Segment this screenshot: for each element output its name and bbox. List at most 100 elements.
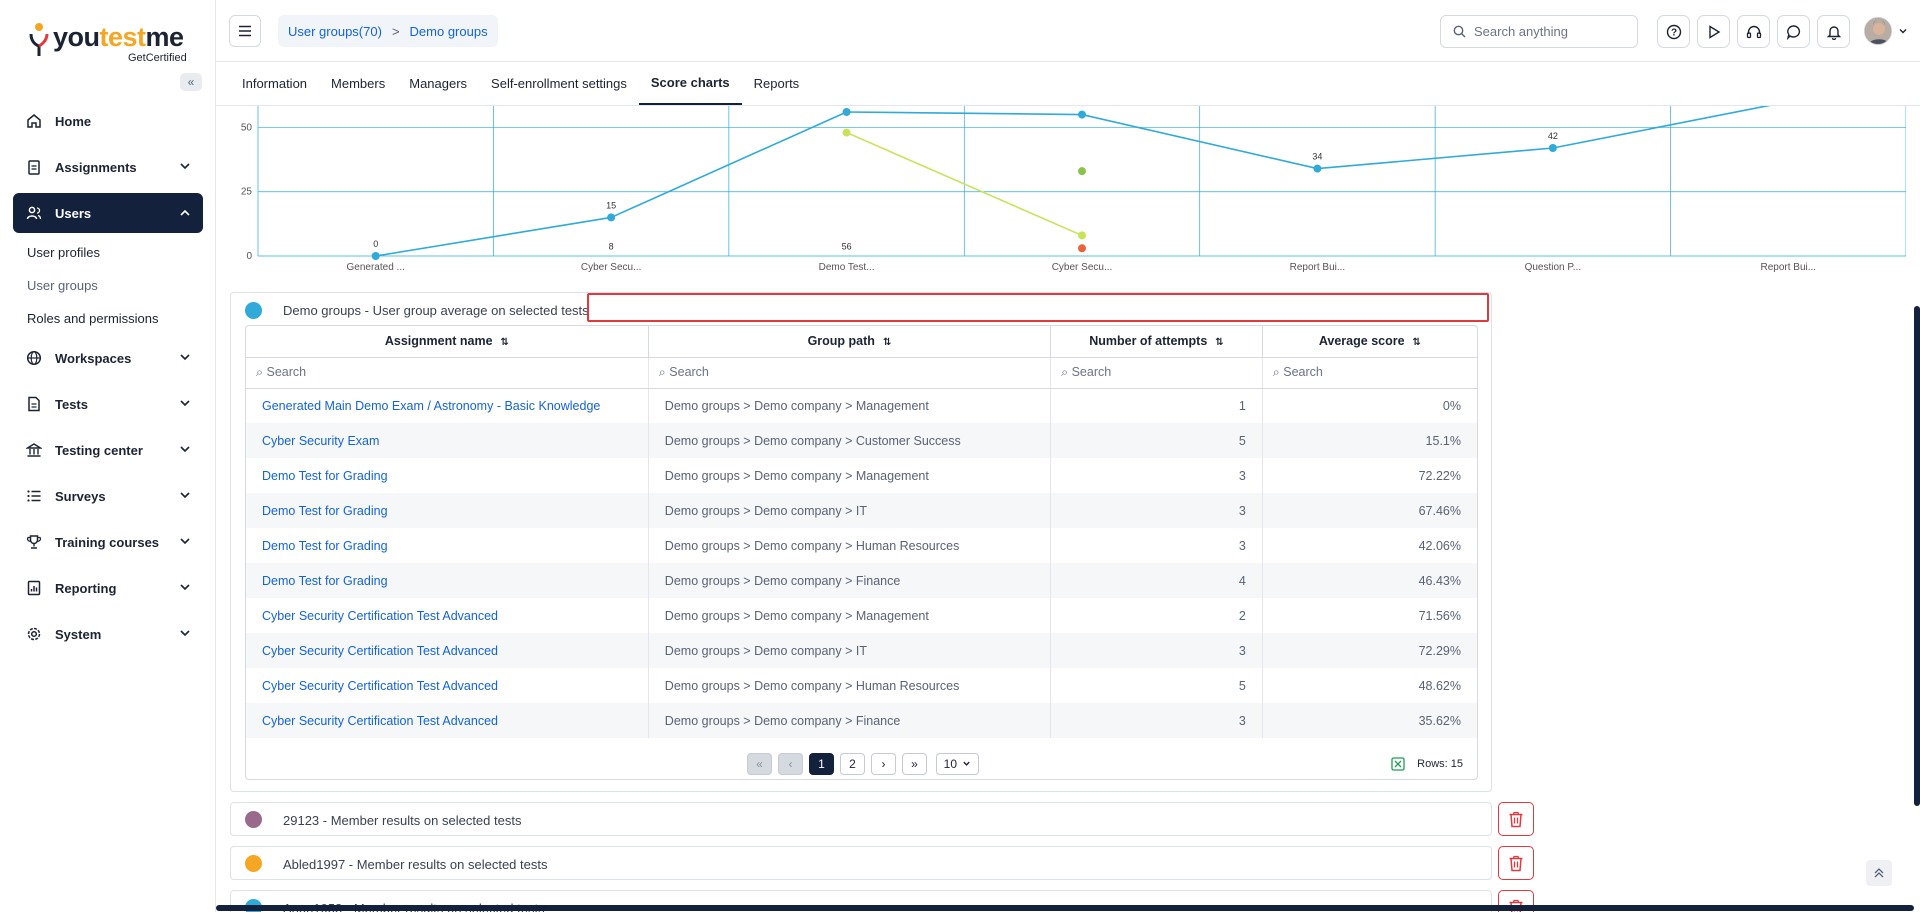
next-page-button[interactable]: › — [871, 752, 896, 775]
data-point — [1078, 167, 1086, 176]
trash-icon — [1509, 855, 1523, 871]
filter-placeholder: Search — [1283, 365, 1323, 379]
assignment-name-link[interactable]: Cyber Security Certification Test Advanc… — [246, 598, 649, 633]
sort-icon[interactable]: ⇅ — [882, 337, 892, 349]
data-point — [1548, 144, 1557, 152]
sidebar-item-tests[interactable]: Tests — [13, 381, 203, 427]
collapse-sidebar-button[interactable]: « — [180, 73, 202, 91]
series-name-input[interactable] — [587, 293, 1489, 322]
y-tick-label: 25 — [241, 187, 253, 198]
users-icon — [25, 204, 43, 222]
filter-average-score-input[interactable]: ⌕ Search — [1262, 357, 1477, 389]
series-color-dot[interactable] — [245, 302, 262, 319]
group-path-cell: Demo groups > Demo company > IT — [648, 633, 1052, 668]
sidebar-item-workspaces[interactable]: Workspaces — [13, 335, 203, 381]
breadcrumb-demo-groups[interactable]: Demo groups — [409, 23, 488, 39]
assignment-name-link[interactable]: Generated Main Demo Exam / Astronomy - B… — [246, 388, 649, 423]
x-tick-label: Report Bui... — [1290, 262, 1346, 273]
assignment-name-link[interactable]: Cyber Security Exam — [246, 423, 649, 458]
tab-score-charts[interactable]: Score charts — [638, 62, 742, 105]
sidebar-subitem-user-groups[interactable]: User groups — [27, 278, 98, 293]
member-results-row-2[interactable]: Abled1997 - Member results on selected t… — [230, 846, 1492, 880]
assignment-name-link[interactable]: Cyber Security Certification Test Advanc… — [246, 633, 649, 668]
page-size-value: 10 — [943, 756, 958, 771]
data-point — [1078, 231, 1086, 240]
play-tutorial-button[interactable] — [1697, 15, 1730, 48]
horizontal-scrollbar[interactable] — [216, 905, 1914, 911]
delete-button[interactable] — [1498, 846, 1534, 880]
search-icon: ⌕ — [658, 365, 670, 379]
global-search-input[interactable]: Search anything — [1440, 15, 1638, 48]
page-size-select[interactable]: 10 — [936, 752, 979, 775]
sidebar-item-assignments[interactable]: Assignments — [13, 144, 203, 190]
chevron-down-icon[interactable] — [1898, 26, 1908, 36]
data-label: 56 — [842, 241, 852, 251]
series-color-dot[interactable] — [245, 855, 262, 872]
tab-self-enrollment-settings[interactable]: Self-enrollment settings — [491, 76, 627, 91]
sidebar-subitem-roles-permissions[interactable]: Roles and permissions — [27, 311, 159, 326]
sidebar-item-home[interactable]: Home — [13, 98, 203, 144]
average-score-cell: 67.46% — [1262, 493, 1477, 528]
page-button-1[interactable]: 1 — [809, 752, 834, 775]
group-path-cell: Demo groups > Demo company > Customer Su… — [648, 423, 1052, 458]
sort-icon[interactable]: ⇅ — [1215, 337, 1224, 349]
notifications-button[interactable] — [1817, 15, 1850, 48]
previous-page-button[interactable]: ‹ — [778, 752, 803, 775]
assignment-name-link[interactable]: Demo Test for Grading — [246, 493, 649, 528]
sort-icon[interactable]: ⇅ — [500, 337, 509, 349]
filter-assignment-name-input[interactable]: ⌕ Search — [246, 357, 649, 389]
excel-export-icon[interactable] — [1391, 757, 1405, 771]
assignment-name-link[interactable]: Demo Test for Grading — [246, 458, 649, 493]
attempts-cell: 3 — [1050, 703, 1263, 738]
column-label: Assignment name — [384, 334, 493, 349]
filter-row: ⌕ Search ⌕ Search ⌕ Search ⌕ Search — [246, 357, 1477, 389]
chevron-down-icon — [963, 761, 971, 766]
avatar[interactable] — [1864, 17, 1892, 45]
logo[interactable]: youtestme GetCertified — [28, 22, 187, 64]
help-button[interactable]: ? — [1657, 15, 1690, 48]
sidebar-item-users[interactable]: Users — [13, 193, 203, 233]
tab-information[interactable]: Information — [242, 76, 308, 91]
sidebar-item-system[interactable]: System — [13, 611, 203, 657]
assignment-name-link[interactable]: Cyber Security Certification Test Advanc… — [246, 703, 649, 738]
sidebar-item-testing-center[interactable]: Testing center — [13, 427, 203, 473]
average-score-cell: 15.1% — [1262, 423, 1477, 458]
sidebar-subitem-user-profiles[interactable]: User profiles — [27, 245, 100, 260]
scroll-to-top-button[interactable] — [1866, 860, 1892, 886]
average-score-cell: 42.06% — [1418, 538, 1461, 553]
column-header-group-path[interactable]: Group path ⇅ — [648, 326, 1052, 358]
series-color-dot[interactable] — [245, 811, 262, 828]
assignment-name-link[interactable]: Demo Test for Grading — [246, 563, 649, 598]
assignment-name-link[interactable]: Cyber Security Certification Test Advanc… — [246, 668, 649, 703]
tab-members[interactable]: Members — [331, 76, 386, 91]
sidebar-item-reporting[interactable]: Reporting — [13, 565, 203, 611]
table-row: Cyber Security Certification Test Advanc… — [246, 633, 1477, 668]
average-score-cell: 71.56% — [1418, 608, 1461, 623]
page-button-2[interactable]: 2 — [840, 752, 865, 775]
building-icon — [25, 441, 43, 459]
sidebar-item-training-courses[interactable]: Training courses — [13, 519, 203, 565]
last-page-button[interactable]: » — [902, 752, 927, 775]
y-tick-label: 50 — [241, 122, 253, 133]
member-results-row-1[interactable]: 29123 - Member results on selected tests — [230, 802, 1492, 836]
filter-group-path-input[interactable]: ⌕ Search — [648, 357, 1052, 389]
sidebar-item-label: Workspaces — [55, 350, 132, 366]
column-header-average-score[interactable]: Average score ⇅ — [1262, 326, 1477, 358]
chevron-down-icon — [180, 584, 190, 591]
tab-reports[interactable]: Reports — [753, 76, 800, 91]
sidebar-item-surveys[interactable]: Surveys — [13, 473, 203, 519]
sort-icon[interactable]: ⇅ — [1412, 337, 1421, 349]
vertical-scrollbar[interactable] — [1914, 306, 1920, 806]
y-tick-label: 0 — [246, 251, 252, 262]
tab-managers[interactable]: Managers — [409, 76, 468, 91]
column-header-number-of-attempts[interactable]: Number of attempts ⇅ — [1050, 326, 1263, 358]
menu-button[interactable] — [229, 15, 261, 47]
breadcrumb-user-groups[interactable]: User groups(70) — [288, 23, 382, 39]
column-header-assignment-name[interactable]: Assignment name ⇅ — [246, 326, 649, 358]
filter-attempts-input[interactable]: ⌕ Search — [1050, 357, 1263, 389]
chat-button[interactable] — [1777, 15, 1810, 48]
first-page-button[interactable]: « — [747, 752, 772, 775]
delete-button[interactable] — [1498, 802, 1534, 836]
assignment-name-link[interactable]: Demo Test for Grading — [246, 528, 649, 563]
support-button[interactable] — [1737, 15, 1770, 48]
